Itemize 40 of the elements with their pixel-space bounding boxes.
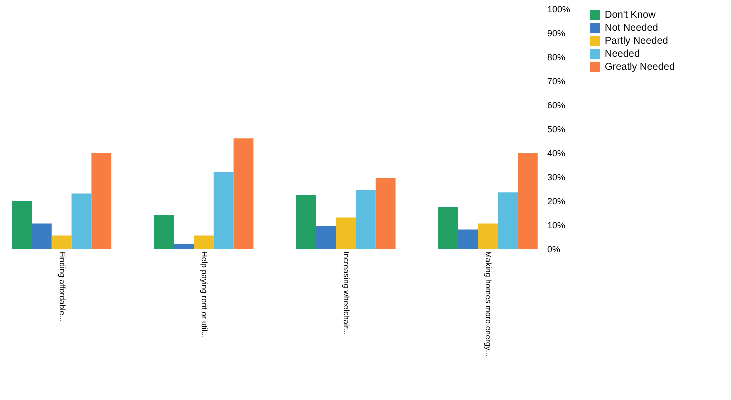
bar [174,244,194,249]
bar [518,153,538,249]
x-tick-label: Finding affordable... [58,252,67,322]
legend-label: Greatly Needed [605,62,676,73]
bar [316,226,336,249]
y-tick-label: 80% [548,52,566,62]
bar [12,201,32,249]
y-tick-label: 0% [548,244,561,254]
bar [498,192,518,249]
y-tick-label: 60% [548,100,566,110]
bar [234,138,254,249]
x-tick-label: Making homes more energy... [484,252,494,357]
y-tick-label: 90% [548,28,566,38]
x-tick-label: Increasing wheelchair... [342,252,352,336]
bar [438,207,458,249]
bar [194,236,214,249]
y-tick-label: 40% [548,148,566,158]
y-tick-label: 10% [548,220,566,230]
bar [478,224,498,249]
bar [92,153,112,249]
legend-label: Needed [605,49,640,60]
y-tick-label: 30% [548,172,566,182]
bar [214,172,234,249]
legend-label: Not Needed [605,23,658,34]
legend-label: Partly Needed [605,36,668,47]
bar [296,195,316,249]
y-tick-label: 20% [548,196,566,206]
bar [32,224,52,249]
bar [356,190,376,249]
x-tick-label: Help paying rent or util... [200,252,209,338]
bar [154,215,174,249]
bar [458,230,478,249]
bar [336,218,356,249]
bar [52,236,72,249]
y-tick-label: 70% [548,76,566,86]
y-tick-label: 50% [548,124,566,134]
legend-label: Don't Know [605,10,657,21]
y-tick-label: 100% [548,4,571,14]
bar [72,194,92,249]
bar [376,178,396,249]
